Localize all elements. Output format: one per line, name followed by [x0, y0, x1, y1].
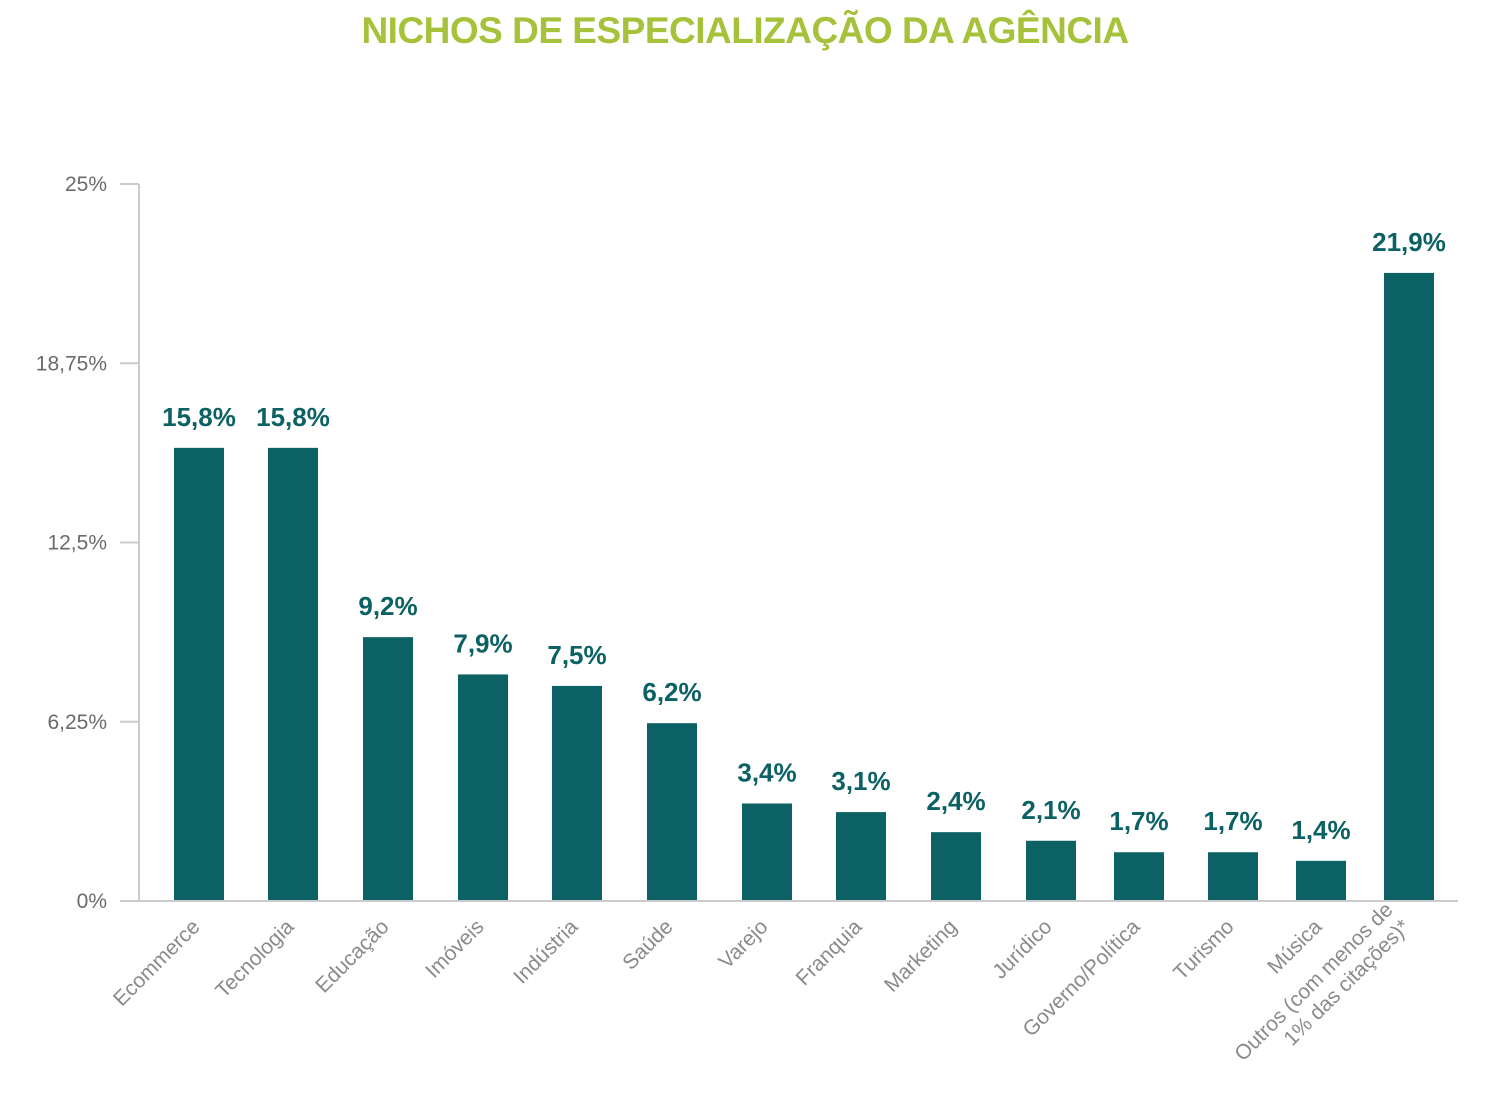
y-tick-label: 12,5%: [47, 532, 107, 555]
x-tick-label: Tecnologia: [211, 915, 298, 1002]
x-axis-labels: Ecommerce Tecnologia Educação Imóveis Indúst…: [109, 898, 1414, 1082]
data-label: 9,2%: [358, 591, 417, 621]
bar: [836, 812, 886, 901]
x-tick-label-line: Marketing: [880, 915, 961, 996]
data-labels-group: 15,8% 15,8% 9,2% 7,9% 7,5% 6,2% 3,4% 3,1% 2,4% 2,…: [162, 227, 1446, 845]
data-label: 1,7%: [1203, 806, 1262, 836]
x-tick-label: Marketing: [880, 915, 961, 996]
bar: [1114, 852, 1164, 901]
x-tick-label: Outros (com menos de1% das citações)*: [1230, 898, 1414, 1082]
data-label: 3,1%: [831, 766, 890, 796]
x-tick-label-line: Educação: [311, 915, 393, 997]
bar: [931, 832, 981, 901]
x-tick-label-line: Imóveis: [421, 915, 488, 982]
x-tick-label: Imóveis: [421, 915, 488, 982]
data-label: 21,9%: [1372, 227, 1446, 257]
axes-group: [138, 184, 1458, 902]
x-tick-label-line: Saúde: [618, 915, 677, 974]
x-tick-label: Educação: [311, 915, 393, 997]
y-tick-label: 0%: [77, 890, 107, 913]
x-tick-label: Turismo: [1169, 915, 1238, 984]
bar: [458, 674, 508, 901]
x-tick-label-line: Ecommerce: [109, 915, 204, 1010]
bar: [1296, 860, 1346, 901]
bar: [268, 447, 318, 901]
x-tick-label: Franquia: [792, 915, 867, 990]
data-label: 7,9%: [453, 628, 512, 658]
data-label: 7,5%: [547, 640, 606, 670]
x-tick-label: Jurídico: [988, 915, 1056, 983]
bar: [742, 803, 792, 901]
data-label: 1,7%: [1109, 806, 1168, 836]
bar: [174, 447, 224, 901]
y-axis-ticks: 0% 6,25% 12,5% 18,75% 25%: [36, 173, 139, 913]
data-label: 6,2%: [642, 677, 701, 707]
data-label: 1,4%: [1291, 815, 1350, 845]
data-label: 3,4%: [737, 757, 796, 787]
x-tick-label-line: Varejo: [714, 915, 772, 973]
x-tick-label: Ecommerce: [109, 915, 204, 1010]
x-tick-label-line: Indústria: [509, 915, 582, 988]
chart-title: NICHOS DE ESPECIALIZAÇÃO DA AGÊNCIA: [361, 10, 1129, 51]
bar: [552, 685, 602, 901]
bar: [1026, 840, 1076, 901]
x-tick-label-line: Jurídico: [988, 915, 1056, 983]
x-tick-label-line: Franquia: [792, 915, 867, 990]
data-label: 15,8%: [162, 402, 236, 432]
y-tick-label: 6,25%: [47, 711, 107, 734]
bar: [647, 723, 697, 901]
data-label: 15,8%: [256, 402, 330, 432]
bar: [1384, 272, 1434, 902]
x-tick-label-line: Tecnologia: [211, 915, 298, 1002]
y-tick-label: 25%: [65, 173, 107, 196]
x-tick-label: Indústria: [509, 915, 582, 988]
data-label: 2,1%: [1021, 795, 1080, 825]
data-label: 2,4%: [926, 786, 985, 816]
y-tick-label: 18,75%: [36, 352, 107, 375]
x-tick-label-line: Turismo: [1169, 915, 1238, 984]
x-tick-label: Varejo: [714, 915, 772, 973]
x-tick-label: Saúde: [618, 915, 677, 974]
bar: [363, 637, 413, 901]
bar: [1208, 852, 1258, 901]
bars-group: [174, 272, 1434, 902]
